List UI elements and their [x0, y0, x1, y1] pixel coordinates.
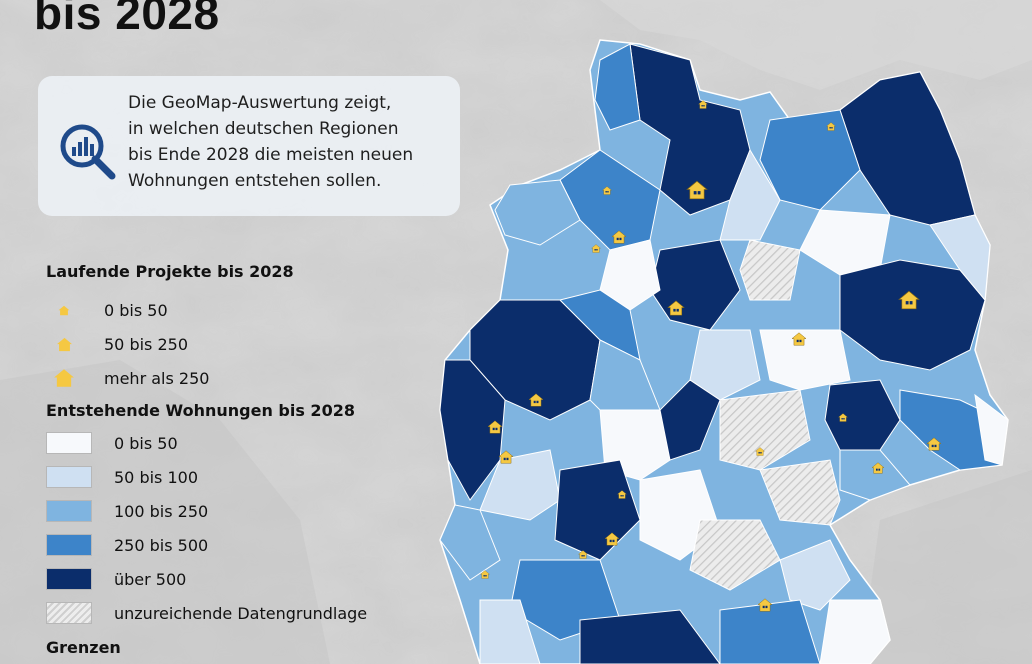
info-box: Die GeoMap-Auswertung zeigt, in welchen …: [38, 76, 460, 216]
legend-item-projects-large: mehr als 250: [46, 361, 446, 395]
legend-item-projects-medium: 50 bis 250: [46, 327, 446, 361]
legend-item-projects-small: 0 bis 50: [46, 293, 446, 327]
legend-label: 0 bis 50: [114, 433, 178, 453]
info-text: Die GeoMap-Auswertung zeigt, in welchen …: [128, 90, 454, 194]
legend-label: 50 bis 100: [114, 467, 199, 487]
legend-label: unzureichende Datengrundlage: [114, 603, 368, 623]
legend-housing-title: Entstehende Wohnungen bis 2028: [46, 401, 355, 420]
legend-label: 100 bis 250: [114, 501, 209, 521]
legend-label: über 500: [114, 569, 187, 589]
legend-borders-title: Grenzen: [46, 638, 121, 657]
legend-label: mehr als 250: [104, 368, 210, 388]
legend-swatch: [46, 568, 92, 590]
legend-projects-title: Laufende Projekte bis 2028: [46, 262, 294, 281]
small-house-icon: [46, 305, 82, 316]
legend-swatch: [46, 534, 92, 556]
legend-item-housing: unzureichende Datengrundlage: [46, 596, 446, 630]
legend-swatch: [46, 432, 92, 454]
large-house-icon: [46, 368, 82, 388]
legend-item-housing: 50 bis 100: [46, 460, 446, 494]
page-title: bis 2028: [34, 0, 220, 39]
info-line: Die GeoMap-Auswertung zeigt,: [128, 93, 392, 113]
legend-label: 50 bis 250: [104, 334, 189, 354]
legend-item-housing: 100 bis 250: [46, 494, 446, 528]
legend-swatch: [46, 500, 92, 522]
info-line: in welchen deutschen Regionen: [128, 119, 399, 139]
legend-swatch-hatched: [46, 602, 92, 624]
regions: [439, 43, 1009, 664]
legend-label: 250 bis 500: [114, 535, 209, 555]
medium-house-icon: [46, 337, 82, 352]
legend-item-housing: 250 bis 500: [46, 528, 446, 562]
info-line: Wohnungen entstehen sollen.: [128, 171, 382, 191]
legend-swatch: [46, 466, 92, 488]
legend-item-housing: 0 bis 50: [46, 426, 446, 460]
legend: Laufende Projekte bis 2028 0 bis 50 50 b…: [46, 262, 446, 657]
info-line: bis Ende 2028 die meisten neuen: [128, 145, 414, 165]
legend-item-housing: über 500: [46, 562, 446, 596]
magnifier-chart-icon: [60, 124, 116, 180]
legend-label: 0 bis 50: [104, 300, 168, 320]
